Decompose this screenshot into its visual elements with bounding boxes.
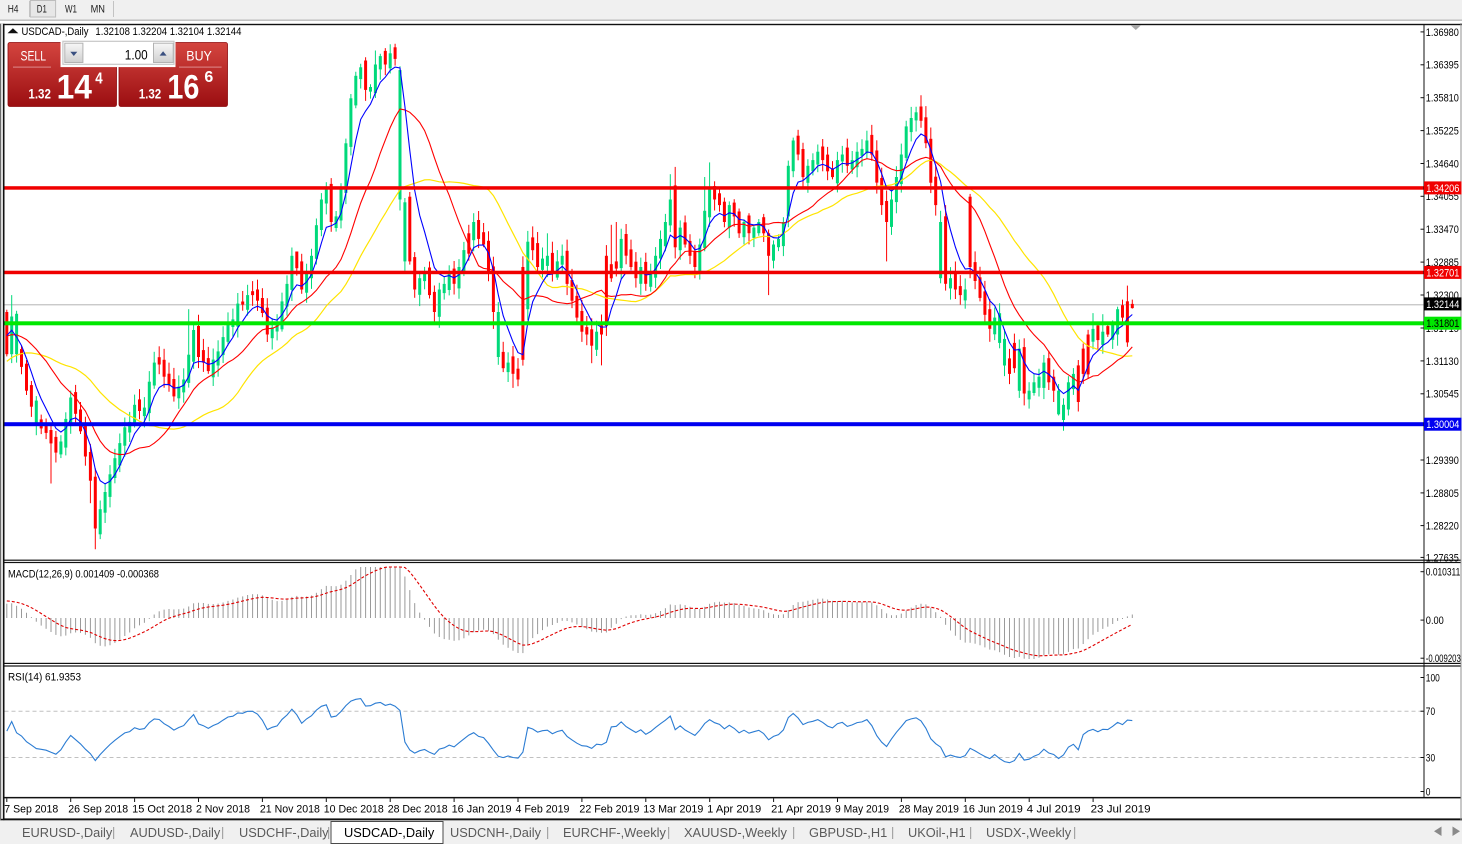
svg-text:|: | xyxy=(221,825,224,840)
svg-text:0: 0 xyxy=(1426,786,1431,798)
svg-text:1.29390: 1.29390 xyxy=(1426,455,1459,467)
svg-text:16 Jun 2019: 16 Jun 2019 xyxy=(963,804,1023,816)
svg-text:70: 70 xyxy=(1426,706,1435,718)
svg-text:1.31801: 1.31801 xyxy=(1426,318,1459,330)
svg-text:1 Apr 2019: 1 Apr 2019 xyxy=(707,804,761,816)
svg-text:1.27635: 1.27635 xyxy=(1426,552,1459,564)
svg-text:21 Apr 2019: 21 Apr 2019 xyxy=(771,804,831,816)
svg-text:XAUUSD-,Weekly: XAUUSD-,Weekly xyxy=(684,825,787,840)
svg-text:1.36980: 1.36980 xyxy=(1426,27,1459,39)
svg-text:EURCHF-,Weekly: EURCHF-,Weekly xyxy=(563,825,666,840)
svg-text:21 Nov 2018: 21 Nov 2018 xyxy=(260,804,320,816)
svg-text:1.30004: 1.30004 xyxy=(1426,419,1459,431)
svg-text:28 Dec 2018: 28 Dec 2018 xyxy=(388,804,448,816)
svg-text:1.34206: 1.34206 xyxy=(1426,183,1459,195)
svg-text:AUDUSD-,Daily: AUDUSD-,Daily xyxy=(130,825,221,840)
svg-text:|: | xyxy=(969,825,972,840)
svg-text:1.28220: 1.28220 xyxy=(1426,521,1459,533)
svg-text:10 Dec 2018: 10 Dec 2018 xyxy=(324,804,384,816)
svg-text:D1: D1 xyxy=(37,4,47,16)
svg-text:|: | xyxy=(546,825,549,840)
svg-text:H4: H4 xyxy=(8,4,19,16)
svg-text:16 Jan 2019: 16 Jan 2019 xyxy=(452,804,512,816)
svg-text:|: | xyxy=(327,825,330,840)
svg-text:22 Feb 2019: 22 Feb 2019 xyxy=(579,804,639,816)
svg-text:14: 14 xyxy=(57,69,92,107)
svg-text:1.32108 1.32204 1.32104 1.3214: 1.32108 1.32204 1.32104 1.32144 xyxy=(95,26,241,38)
svg-text:1.35225: 1.35225 xyxy=(1426,126,1459,138)
svg-text:-0.009203: -0.009203 xyxy=(1426,653,1461,665)
svg-text:1.30545: 1.30545 xyxy=(1426,389,1459,401)
svg-text:0.010311: 0.010311 xyxy=(1426,567,1461,579)
svg-text:MN: MN xyxy=(91,4,105,16)
svg-text:23 Jul 2019: 23 Jul 2019 xyxy=(1091,804,1151,816)
svg-text:1.32: 1.32 xyxy=(28,85,51,101)
svg-text:2 Nov 2018: 2 Nov 2018 xyxy=(196,804,250,816)
svg-text:16: 16 xyxy=(167,69,199,107)
svg-text:4: 4 xyxy=(95,70,103,87)
svg-text:|: | xyxy=(792,825,795,840)
svg-text:USDCNH-,Daily: USDCNH-,Daily xyxy=(450,825,542,840)
svg-text:28 May 2019: 28 May 2019 xyxy=(899,804,959,816)
svg-text:13 Mar 2019: 13 Mar 2019 xyxy=(643,804,703,816)
svg-text:4 Feb 2019: 4 Feb 2019 xyxy=(516,804,570,816)
svg-text:7 Sep 2018: 7 Sep 2018 xyxy=(4,804,58,816)
svg-text:6: 6 xyxy=(204,69,213,86)
svg-text:1.32701: 1.32701 xyxy=(1426,267,1459,279)
svg-text:UKOil-,H1: UKOil-,H1 xyxy=(908,825,966,840)
svg-text:|: | xyxy=(112,825,115,840)
svg-text:30: 30 xyxy=(1426,752,1435,764)
svg-text:MACD(12,26,9) 0.001409 -0.0003: MACD(12,26,9) 0.001409 -0.000368 xyxy=(8,569,159,581)
svg-text:1.00: 1.00 xyxy=(125,47,148,62)
svg-text:SELL: SELL xyxy=(21,48,47,63)
svg-text:|: | xyxy=(891,825,894,840)
svg-text:4 Jul 2019: 4 Jul 2019 xyxy=(1027,804,1081,816)
svg-text:1.31130: 1.31130 xyxy=(1426,356,1459,368)
svg-text:0.00: 0.00 xyxy=(1426,615,1444,627)
svg-text:1.32: 1.32 xyxy=(139,85,162,101)
svg-text:RSI(14) 61.9353: RSI(14) 61.9353 xyxy=(8,672,81,684)
svg-text:1.35810: 1.35810 xyxy=(1426,93,1459,105)
svg-text:USDCAD-,Daily: USDCAD-,Daily xyxy=(22,26,90,38)
svg-text:EURUSD-,Daily: EURUSD-,Daily xyxy=(22,825,113,840)
svg-text:GBPUSD-,H1: GBPUSD-,H1 xyxy=(809,825,887,840)
svg-text:1.36395: 1.36395 xyxy=(1426,60,1459,72)
svg-text:1.33470: 1.33470 xyxy=(1426,224,1459,236)
svg-text:1.28805: 1.28805 xyxy=(1426,488,1459,500)
svg-text:|: | xyxy=(667,825,670,840)
svg-text:1.34640: 1.34640 xyxy=(1426,158,1459,170)
svg-text:|: | xyxy=(1073,825,1076,840)
svg-text:1.32144: 1.32144 xyxy=(1426,299,1459,311)
svg-text:26 Sep 2018: 26 Sep 2018 xyxy=(68,804,128,816)
svg-text:15 Oct 2018: 15 Oct 2018 xyxy=(132,804,192,816)
svg-text:BUY: BUY xyxy=(186,48,212,63)
svg-text:9 May 2019: 9 May 2019 xyxy=(835,804,889,816)
svg-text:USDX-,Weekly: USDX-,Weekly xyxy=(986,825,1072,840)
svg-text:USDCHF-,Daily: USDCHF-,Daily xyxy=(239,825,329,840)
svg-text:100: 100 xyxy=(1426,672,1440,684)
svg-text:USDCAD-,Daily: USDCAD-,Daily xyxy=(344,825,435,840)
svg-text:W1: W1 xyxy=(65,4,77,16)
